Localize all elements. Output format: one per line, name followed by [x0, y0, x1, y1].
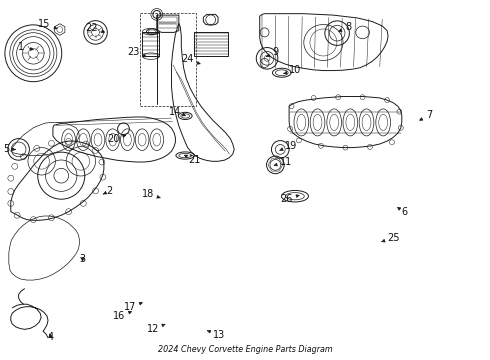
Bar — [194, 32, 228, 56]
Text: 17: 17 — [124, 302, 142, 312]
Text: 10: 10 — [284, 65, 301, 75]
Text: 6: 6 — [397, 207, 408, 217]
Text: 16: 16 — [113, 311, 131, 321]
Text: 23: 23 — [127, 47, 146, 57]
Text: 25: 25 — [382, 233, 400, 243]
Bar — [140, 13, 196, 106]
Bar — [158, 17, 177, 28]
Text: 24: 24 — [181, 54, 200, 64]
Text: 4: 4 — [48, 332, 54, 342]
Text: 20: 20 — [108, 134, 126, 144]
Text: 5: 5 — [3, 144, 15, 154]
Text: 3: 3 — [80, 254, 86, 264]
Text: 2: 2 — [103, 186, 113, 196]
Text: 14: 14 — [169, 107, 185, 117]
Text: 9: 9 — [267, 47, 278, 57]
Text: 1: 1 — [19, 42, 33, 52]
Text: 7: 7 — [420, 110, 433, 120]
Text: 12: 12 — [147, 324, 165, 334]
Text: 22: 22 — [85, 23, 104, 33]
Text: 26: 26 — [281, 194, 299, 204]
Text: 19: 19 — [280, 141, 297, 151]
Text: 18: 18 — [142, 189, 160, 199]
Text: 8: 8 — [339, 22, 352, 32]
Bar — [142, 32, 159, 56]
Text: 2024 Chevy Corvette Engine Parts Diagram: 2024 Chevy Corvette Engine Parts Diagram — [158, 345, 332, 354]
Text: 15: 15 — [38, 19, 57, 30]
Text: 21: 21 — [185, 155, 201, 165]
Text: 13: 13 — [207, 330, 225, 340]
Text: 11: 11 — [274, 157, 293, 167]
